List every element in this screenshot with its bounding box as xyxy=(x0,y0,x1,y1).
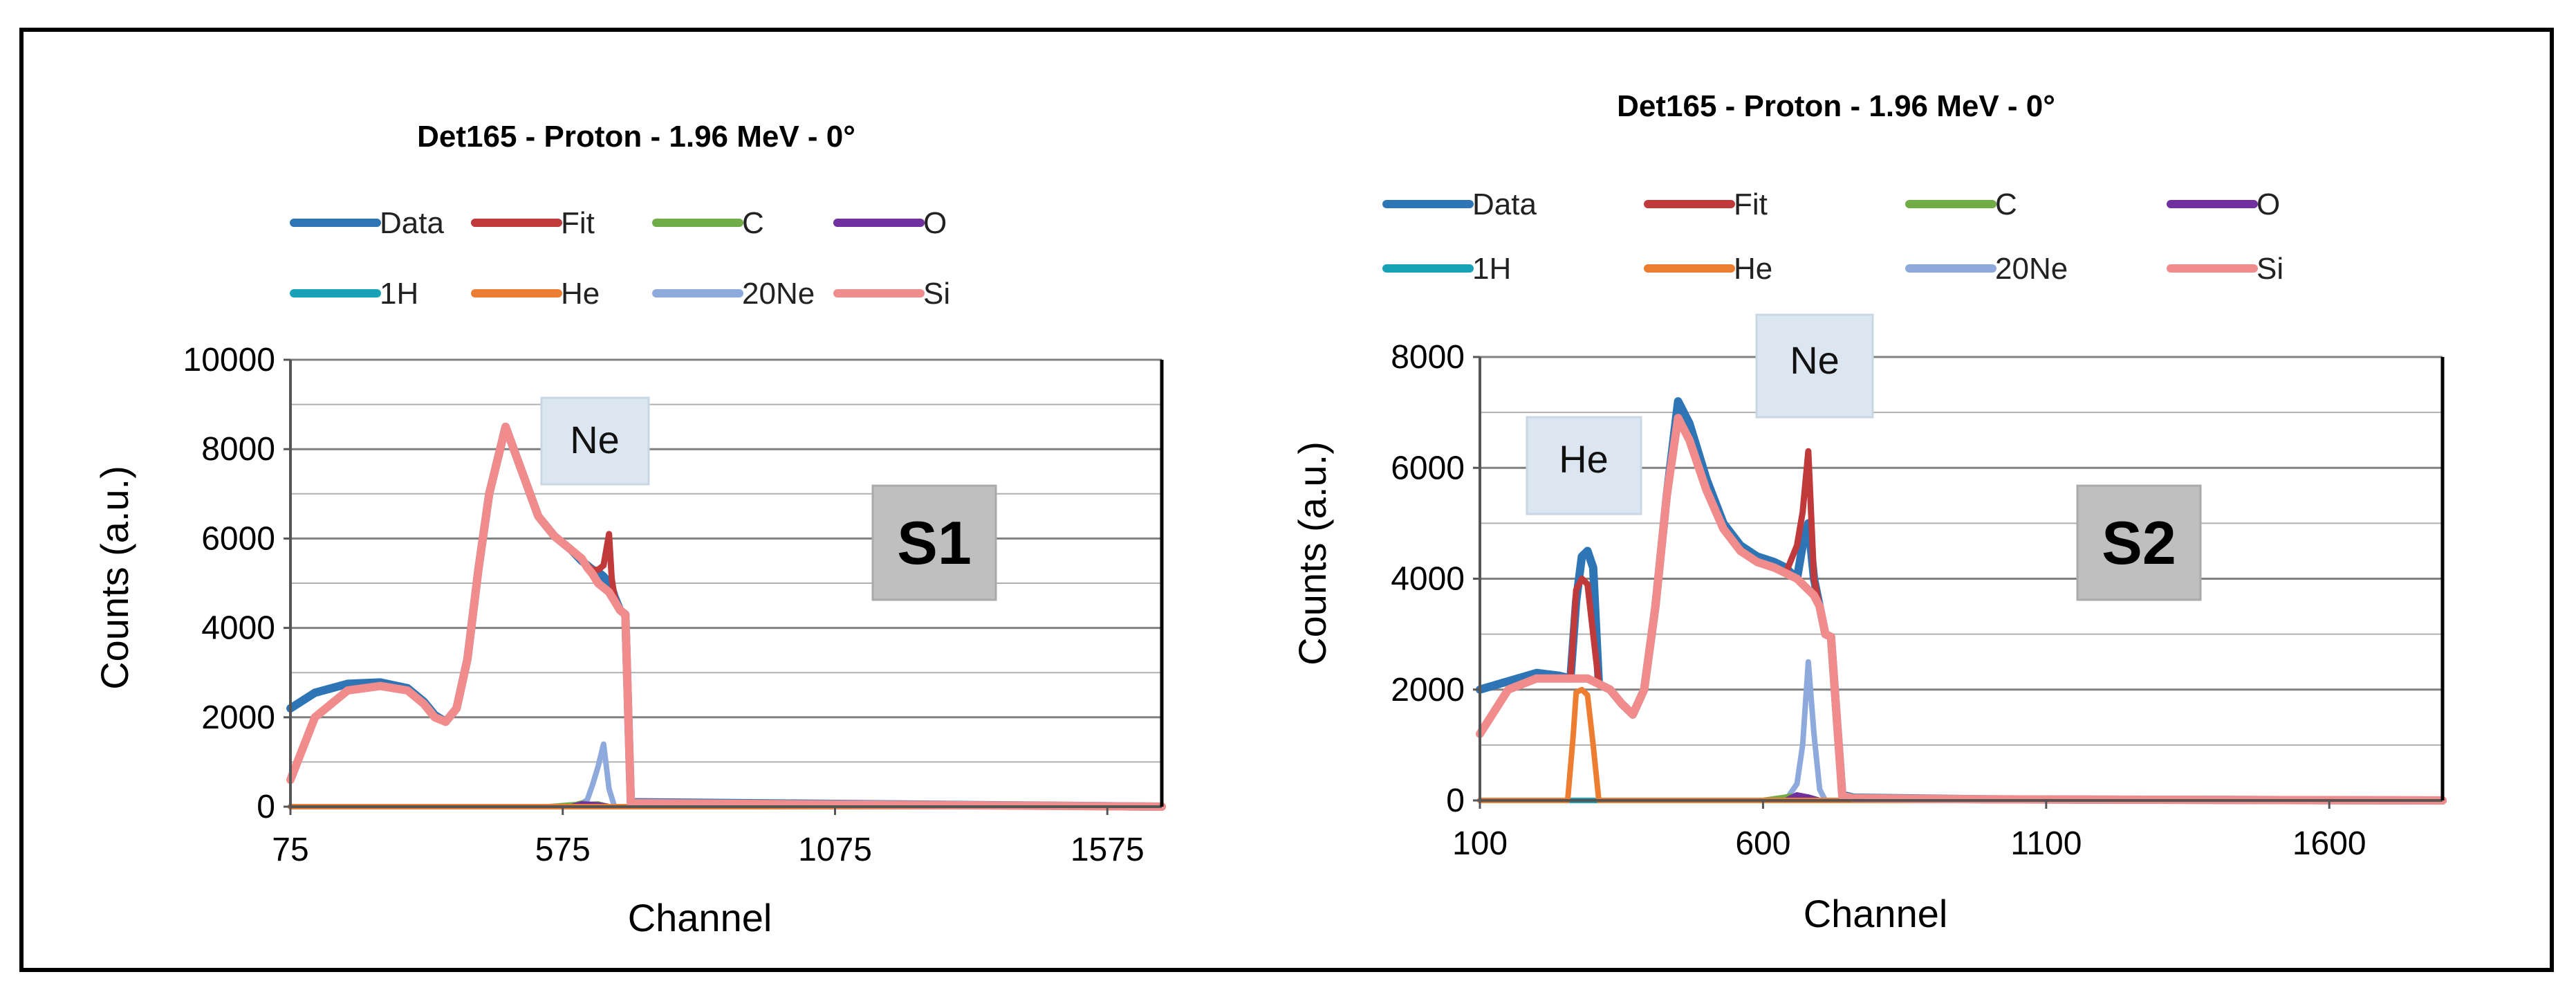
legend-label: Si xyxy=(923,277,950,311)
callout-he: He xyxy=(1526,416,1642,515)
y-tick-label: 6000 xyxy=(201,520,275,557)
callout-ne: Ne xyxy=(540,396,650,486)
x-tick-label: 1575 xyxy=(1071,832,1145,868)
x-tick-label: 575 xyxy=(535,832,591,868)
legend-item-fit: Fit xyxy=(1644,187,1768,221)
y-tick-label: 0 xyxy=(257,789,275,825)
y-tick-label: 8000 xyxy=(201,431,275,468)
x-axis-label: Channel xyxy=(628,896,772,940)
legend-label: O xyxy=(2257,187,2280,221)
legend-label: 1H xyxy=(380,277,418,311)
x-tick-label: 75 xyxy=(272,832,308,868)
x-tick-label: 1100 xyxy=(2010,825,2082,862)
legend-item-si: Si xyxy=(833,277,950,311)
x-tick-label: 1075 xyxy=(798,832,872,868)
panel-box xyxy=(2076,484,2202,601)
legend-item-he: He xyxy=(471,277,600,311)
legend-label: Fit xyxy=(1734,187,1768,221)
legend-item-si: Si xyxy=(2167,252,2283,286)
legend-item-1h: 1H xyxy=(290,277,418,311)
legend-label: C xyxy=(1995,187,2017,221)
legend-item-he: He xyxy=(1644,252,1772,286)
tick-labels: 0 2000 4000 6000 8000 10000 75 575 1075 1575 xyxy=(183,342,1145,868)
y-tick-label: 10000 xyxy=(183,342,275,378)
axes xyxy=(289,360,1164,808)
legend-label: Data xyxy=(1472,187,1537,221)
series-line-si xyxy=(1476,414,2447,805)
callout-box xyxy=(1526,416,1642,515)
legend-item-20ne: 20Ne xyxy=(652,277,815,311)
x-axis-label: Channel xyxy=(1804,892,1948,935)
x-tick-label: 100 xyxy=(1452,825,1508,862)
figure-frame xyxy=(19,28,2554,972)
legend-item-o: O xyxy=(833,206,947,240)
legend-item-c: C xyxy=(652,206,764,240)
legend-label: He xyxy=(1734,252,1772,286)
legend-item-o: O xyxy=(2167,187,2280,221)
legend-label: 1H xyxy=(1472,252,1511,286)
y-tick-label: 2000 xyxy=(201,699,275,736)
callout-label: He xyxy=(1559,437,1609,481)
legend-label: 20Ne xyxy=(1995,252,2068,286)
callout-box xyxy=(540,396,650,486)
legend-item-c: C xyxy=(1905,187,2017,221)
legend: Data Fit C O 1H He 20Ne Si xyxy=(1382,187,2283,286)
callout-box xyxy=(1755,313,1874,419)
series-line-he xyxy=(1477,686,2445,803)
legend: Data Fit C O 1H He 20Ne Si xyxy=(290,206,950,311)
y-tick-label: 6000 xyxy=(1391,450,1465,486)
y-axis-label: Counts (a.u.) xyxy=(1290,441,1334,666)
y-tick-label: 4000 xyxy=(201,610,275,647)
y-tick-label: 2000 xyxy=(1391,672,1465,708)
legend-item-1h: 1H xyxy=(1382,252,1511,286)
tick-labels: 0 2000 4000 6000 8000 100 600 1100 1600 xyxy=(1391,339,2366,862)
series-line-si xyxy=(286,422,1166,811)
panel-label: S1 xyxy=(897,508,972,577)
y-tick-label: 0 xyxy=(1446,782,1465,819)
series-line-20ne xyxy=(1477,659,2445,803)
callout-ne: Ne xyxy=(1755,313,1874,419)
legend-label: O xyxy=(923,206,947,240)
legend-label: Si xyxy=(2257,252,2283,286)
legend-label: C xyxy=(742,206,764,240)
legend-label: Fit xyxy=(561,206,595,240)
callout-label: Ne xyxy=(570,418,620,461)
chart-title: Det165 - Proton - 1.96 MeV - 0° xyxy=(1617,89,2055,123)
panel-box xyxy=(871,484,997,601)
panel-label: S2 xyxy=(2102,508,2176,577)
panel-label-s1: S1 xyxy=(871,484,997,601)
legend-label: 20Ne xyxy=(742,277,815,311)
x-tick-label: 1600 xyxy=(2292,825,2366,862)
y-axis-label: Counts (a.u.) xyxy=(93,466,136,690)
legend-item-data: Data xyxy=(1382,187,1537,221)
legend-label: He xyxy=(561,277,600,311)
y-tick-label: 8000 xyxy=(1391,339,1465,376)
legend-item-20ne: 20Ne xyxy=(1905,252,2068,286)
legend-item-fit: Fit xyxy=(471,206,595,240)
callout-label: Ne xyxy=(1790,338,1840,382)
y-tick-label: 4000 xyxy=(1391,561,1465,598)
x-tick-label: 600 xyxy=(1735,825,1790,862)
panel-label-s2: S2 xyxy=(2076,484,2202,601)
chart-title: Det165 - Proton - 1.96 MeV - 0° xyxy=(417,120,855,154)
legend-item-data: Data xyxy=(290,206,444,240)
legend-label: Data xyxy=(380,206,444,240)
